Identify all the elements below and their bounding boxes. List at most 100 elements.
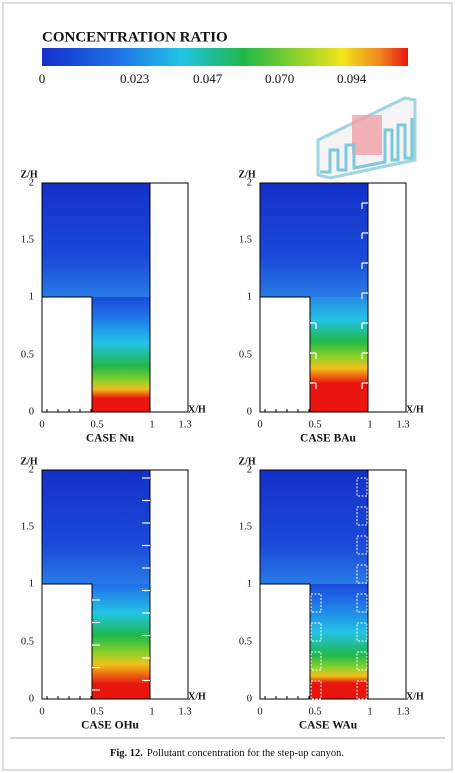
upper-building — [367, 182, 407, 413]
contour-panel — [41, 469, 189, 700]
x-tick-label: 1.3 — [396, 706, 409, 717]
y-tick-label: 0.5 — [21, 636, 34, 647]
x-tick-label: 1.3 — [178, 706, 191, 717]
contour-panel — [259, 182, 407, 413]
y-tick-label: 0 — [29, 693, 34, 704]
y-axis-label: Z/H — [238, 169, 255, 180]
y-tick-label: 0 — [29, 406, 34, 417]
x-tick-label: 0.5 — [308, 419, 321, 430]
contour-panel — [259, 469, 407, 700]
x-tick-label: 0.5 — [308, 706, 321, 717]
y-axis-label: Z/H — [20, 169, 37, 180]
colorbar-tick-label: 0 — [39, 71, 46, 86]
model-icon — [316, 96, 417, 180]
balcony — [310, 352, 317, 359]
domain-border — [41, 469, 151, 700]
wing-wall — [356, 651, 368, 671]
caption-label: Fig. 12. — [110, 748, 143, 759]
x-axis-label: X/H — [406, 691, 424, 702]
y-tick-label: 2 — [29, 464, 34, 475]
domain-upper — [260, 470, 368, 586]
balcony — [361, 352, 368, 359]
balcony — [361, 292, 368, 299]
balcony — [361, 202, 368, 209]
panel-title: CASE Nu — [86, 433, 135, 445]
x-tick-label: 0 — [257, 706, 262, 717]
lower-building — [41, 583, 93, 700]
y-axis-label: Z/H — [20, 456, 37, 467]
wing-wall — [310, 593, 322, 613]
y-axis-label: Z/H — [238, 456, 255, 467]
x-tick-label: 0 — [257, 419, 262, 430]
colorbar-tick-label: 0.047 — [193, 71, 223, 86]
caption-text: Pollutant concentration for the step-up … — [147, 748, 344, 759]
y-tick-label: 2 — [29, 177, 34, 188]
wing-wall — [310, 680, 322, 700]
y-tick-label: 0 — [247, 693, 252, 704]
balcony — [310, 322, 317, 329]
domain-upper — [260, 183, 368, 299]
lower-building — [259, 296, 311, 413]
y-tick-label: 1 — [247, 291, 252, 302]
y-tick-label: 1 — [29, 291, 34, 302]
wing-wall — [356, 622, 368, 642]
lower-building — [41, 296, 93, 413]
y-tick-label: 1.5 — [239, 234, 252, 245]
domain-border — [41, 182, 151, 413]
x-tick-label: 0.5 — [90, 706, 103, 717]
y-tick-label: 0 — [247, 406, 252, 417]
colorbar-title: CONCENTRATION RATIO — [42, 29, 228, 45]
wing-wall — [310, 651, 322, 671]
wing-wall — [356, 535, 368, 555]
y-tick-label: 0.5 — [239, 349, 252, 360]
domain-upper — [42, 183, 150, 299]
wing-wall — [356, 506, 368, 526]
wing-wall — [356, 593, 368, 613]
wing-wall — [356, 477, 368, 497]
domain-border — [259, 182, 369, 413]
colorbar-tick-label: 0.023 — [120, 71, 149, 86]
colorbar — [42, 48, 408, 66]
y-tick-label: 2 — [247, 464, 252, 475]
x-axis-label: X/H — [406, 404, 424, 415]
x-tick-label: 1.3 — [178, 419, 191, 430]
upper-building — [149, 469, 189, 700]
x-tick-label: 1 — [149, 419, 154, 430]
x-tick-label: 1 — [367, 706, 372, 717]
lower-building — [259, 583, 311, 700]
x-tick-label: 0 — [39, 419, 44, 430]
wing-wall — [310, 622, 322, 642]
domain-canyon — [310, 297, 368, 412]
balcony — [361, 262, 368, 269]
y-tick-label: 1.5 — [21, 521, 34, 532]
x-tick-label: 1 — [149, 706, 154, 717]
upper-building — [149, 182, 189, 413]
x-tick-label: 1 — [367, 419, 372, 430]
y-tick-label: 2 — [247, 177, 252, 188]
y-tick-label: 0.5 — [239, 636, 252, 647]
wing-wall — [356, 680, 368, 700]
x-axis-label: X/H — [188, 404, 206, 415]
x-tick-label: 0.5 — [90, 419, 103, 430]
balcony — [361, 382, 368, 389]
panel-title: CASE OHu — [81, 720, 139, 732]
x-tick-label: 1.3 — [396, 419, 409, 430]
contour-panel — [41, 182, 189, 413]
y-tick-label: 1 — [29, 578, 34, 589]
colorbar-tick-label: 0.070 — [265, 71, 294, 86]
panel-title: CASE WAu — [299, 720, 358, 732]
panel-title: CASE BAu — [300, 433, 357, 445]
balcony — [361, 322, 368, 329]
colorbar-tick-label: 0.094 — [337, 71, 367, 86]
y-tick-label: 1 — [247, 578, 252, 589]
y-tick-label: 1.5 — [239, 521, 252, 532]
x-axis-label: X/H — [188, 691, 206, 702]
domain-canyon — [92, 297, 150, 412]
domain-upper — [42, 470, 150, 586]
domain-canyon — [92, 584, 150, 699]
figure-caption: Fig. 12. Pollutant concentration for the … — [110, 748, 344, 759]
upper-building — [367, 469, 407, 700]
y-tick-label: 0.5 — [21, 349, 34, 360]
